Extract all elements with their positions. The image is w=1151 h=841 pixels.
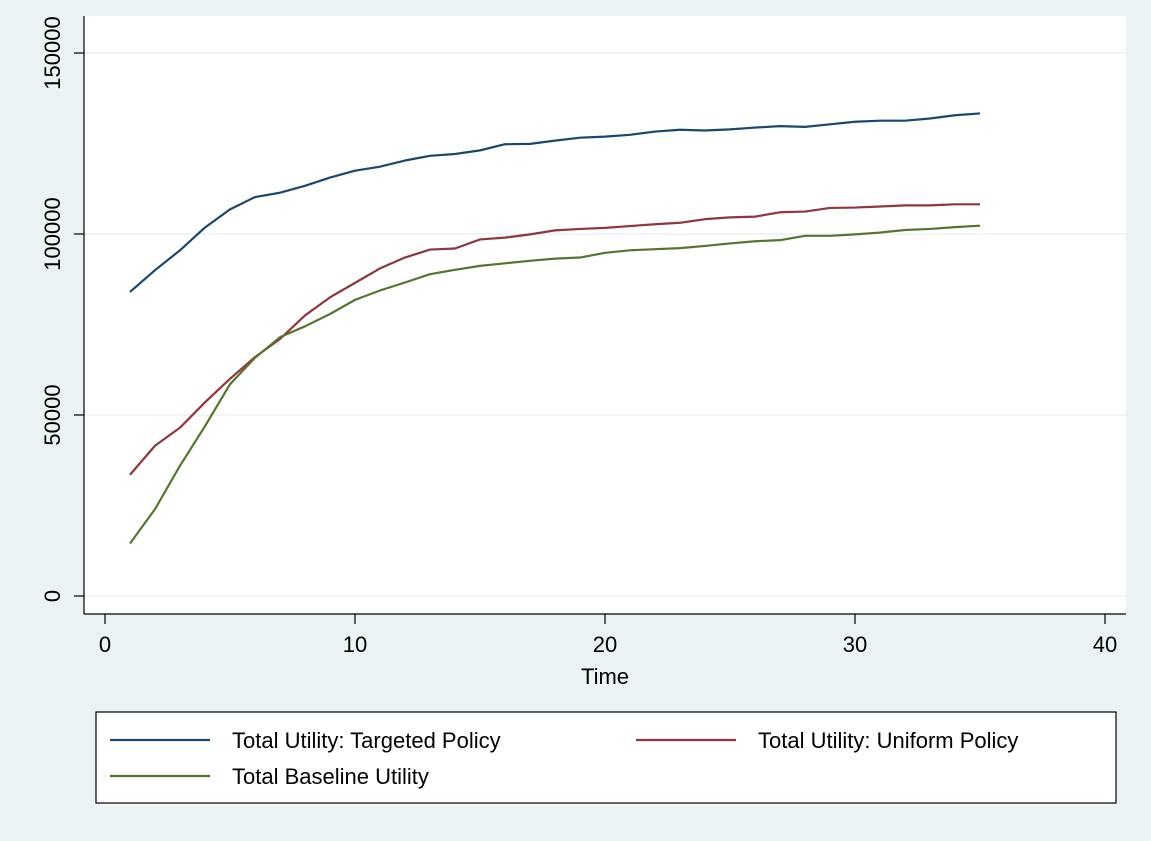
- x-tick-label: 10: [343, 632, 367, 657]
- legend-label-2: Total Utility: Uniform Policy: [758, 728, 1018, 753]
- series-lines: [129, 112, 981, 545]
- legend-box: [95, 711, 1117, 804]
- x-tick-label: 30: [843, 632, 867, 657]
- x-axis-ticks: 0 10 20 30 40: [99, 614, 1117, 657]
- legend-label-1: Total Utility: Targeted Policy: [232, 728, 501, 753]
- x-tick-label: 0: [99, 632, 111, 657]
- gridlines: [84, 52, 1126, 597]
- legend-label-3: Total Baseline Utility: [232, 764, 429, 789]
- x-tick-label: 20: [593, 632, 617, 657]
- y-axis-ticks: 0 50000 100000 150000: [40, 16, 84, 602]
- y-tick-label: 150000: [40, 16, 65, 89]
- x-axis-title: Time: [581, 664, 629, 689]
- legend: Total Utility: Targeted Policy Total Util…: [110, 728, 1018, 789]
- y-tick-label: 50000: [40, 384, 65, 445]
- plot-area: [84, 16, 1126, 614]
- series-line-3: [129, 224, 981, 545]
- y-tick-label: 100000: [40, 197, 65, 270]
- series-line-1: [129, 112, 981, 293]
- x-tick-label: 40: [1093, 632, 1117, 657]
- y-tick-label: 0: [40, 590, 65, 602]
